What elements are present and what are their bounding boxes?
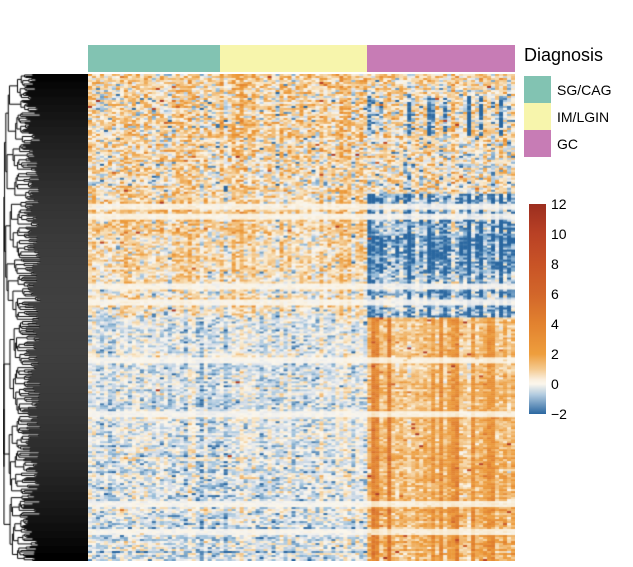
colorbar-tick: 10 bbox=[551, 226, 567, 242]
legend-item-im-lgin: IM/LGIN bbox=[524, 103, 629, 130]
annotation-segment-gc bbox=[367, 45, 515, 72]
legend-title: Diagnosis bbox=[524, 45, 604, 65]
row-dendrogram bbox=[3, 74, 88, 561]
colorbar-tick: 12 bbox=[551, 196, 567, 212]
legend-item-gc: GC bbox=[524, 130, 629, 157]
legend-label-gc: GC bbox=[557, 135, 578, 152]
colorbar-tick: −2 bbox=[551, 406, 567, 422]
annotation-segment-sg-cag bbox=[88, 45, 220, 72]
legend-label-im-lgin: IM/LGIN bbox=[557, 108, 610, 125]
column-annotation-bar bbox=[88, 45, 515, 72]
colorbar-tick: 6 bbox=[551, 286, 559, 302]
colorbar-gradient bbox=[529, 204, 546, 414]
colorbar-tick: 0 bbox=[551, 376, 559, 392]
legend-swatch-sg-cag bbox=[524, 76, 551, 103]
colorbar-tick: 2 bbox=[551, 346, 559, 362]
expression-heatmap bbox=[88, 74, 515, 561]
colorbar-tick: 4 bbox=[551, 316, 559, 332]
diagnosis-legend: Diagnosis SG/CAG IM/LGIN GC bbox=[524, 45, 629, 157]
legend-label-sg-cag: SG/CAG bbox=[557, 81, 612, 98]
legend-item-sg-cag: SG/CAG bbox=[524, 76, 629, 103]
annotation-segment-im-lgin bbox=[219, 45, 368, 72]
legend-swatch-im-lgin bbox=[524, 103, 551, 130]
colorbar-tick: 8 bbox=[551, 256, 559, 272]
legend-swatch-gc bbox=[524, 130, 551, 157]
